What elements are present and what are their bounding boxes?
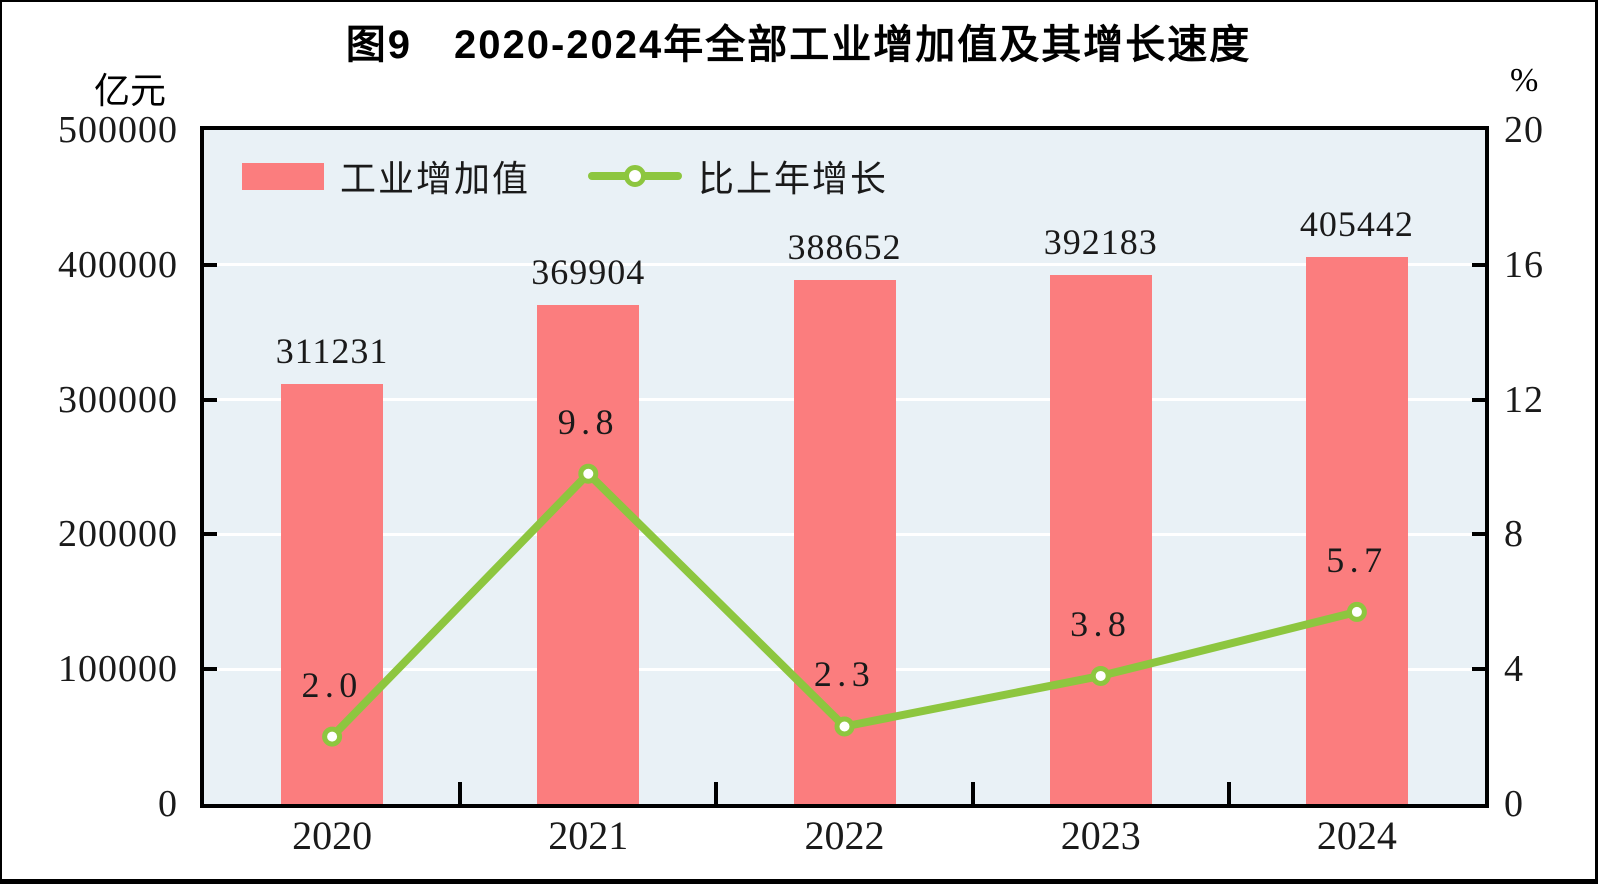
y-axis-tick-label-left: 500000 — [58, 109, 178, 151]
bar-value-label: 369904 — [531, 252, 646, 293]
legend-line-marker-icon — [624, 165, 647, 187]
legend-line-label: 比上年增长 — [698, 159, 889, 199]
y-axis-tick-label-right: 0 — [1504, 783, 1524, 825]
x-axis-tick-label: 2024 — [1316, 813, 1397, 858]
right-axis-tick — [1472, 667, 1485, 672]
y-axis-tick-label-right: 8 — [1504, 513, 1524, 556]
x-axis-tick — [714, 782, 719, 804]
bar-2021 — [537, 305, 640, 804]
y-axis-tick-label-left: 200000 — [58, 513, 178, 556]
x-axis-tick-label: 2021 — [548, 813, 629, 858]
y-axis-tick-label-right: 16 — [1504, 243, 1544, 286]
y-axis-tick-label-left: 0 — [158, 783, 178, 825]
y-axis-tick-label-left: 300000 — [58, 378, 178, 421]
y-axis-tick-label-right: 12 — [1504, 378, 1544, 421]
y-axis-tick-label-right: 20 — [1504, 109, 1544, 151]
line-point-label: 3.8 — [1070, 603, 1132, 644]
right-axis-tick — [1472, 262, 1485, 267]
x-axis-tick — [970, 782, 975, 804]
line-marker-icon — [578, 463, 599, 484]
right-axis-tick — [1472, 397, 1485, 402]
growth-line — [328, 469, 1361, 741]
legend-line-swatch — [588, 161, 683, 191]
gridline — [204, 263, 1485, 267]
bar-value-label: 311231 — [275, 331, 389, 372]
line-point-label: 2.0 — [301, 664, 363, 705]
line-series-layer — [322, 463, 1367, 747]
left-axis-tick — [204, 262, 217, 267]
left-axis-tick — [204, 667, 217, 672]
left-axis-unit: 亿元 — [93, 71, 166, 111]
chart-title: 图9 2020-2024年全部工业增加值及其增长速度 — [345, 23, 1252, 67]
x-axis-tick — [1226, 782, 1231, 804]
plot-area: 311231 369904 388652 392183 405442 2.0 9.8 2.3 3… — [200, 126, 1489, 808]
y-axis-tick-label-left: 400000 — [58, 243, 178, 286]
bar-2023 — [1049, 275, 1152, 804]
bar-value-label: 405442 — [1299, 204, 1414, 245]
line-point-label: 9.8 — [557, 401, 619, 442]
legend-bar-label: 工业增加值 — [340, 159, 531, 199]
x-axis-tick-label: 2023 — [1060, 813, 1141, 858]
x-axis-tick-label: 2020 — [292, 813, 373, 858]
x-axis-tick — [458, 782, 463, 804]
y-axis-tick-label-left: 100000 — [58, 648, 178, 691]
y-axis-tick-label-right: 4 — [1504, 648, 1524, 691]
bar-2024 — [1305, 257, 1408, 804]
line-marker-icon — [1346, 601, 1367, 622]
legend-bar-swatch — [242, 162, 324, 190]
line-marker-icon — [1090, 665, 1111, 686]
legend: 工业增加值 比上年增长 — [242, 154, 888, 199]
left-axis-tick — [204, 397, 217, 402]
bar-value-label: 388652 — [787, 227, 902, 268]
bar-value-label: 392183 — [1043, 222, 1158, 263]
right-axis-tick — [1472, 532, 1485, 537]
line-marker-icon — [322, 726, 343, 747]
left-axis-tick — [204, 532, 217, 537]
x-axis-tick-label: 2022 — [804, 813, 885, 858]
right-axis-unit: % — [1510, 62, 1539, 99]
line-point-label: 5.7 — [1326, 539, 1388, 580]
line-marker-icon — [834, 716, 855, 737]
line-point-label: 2.3 — [813, 654, 876, 695]
